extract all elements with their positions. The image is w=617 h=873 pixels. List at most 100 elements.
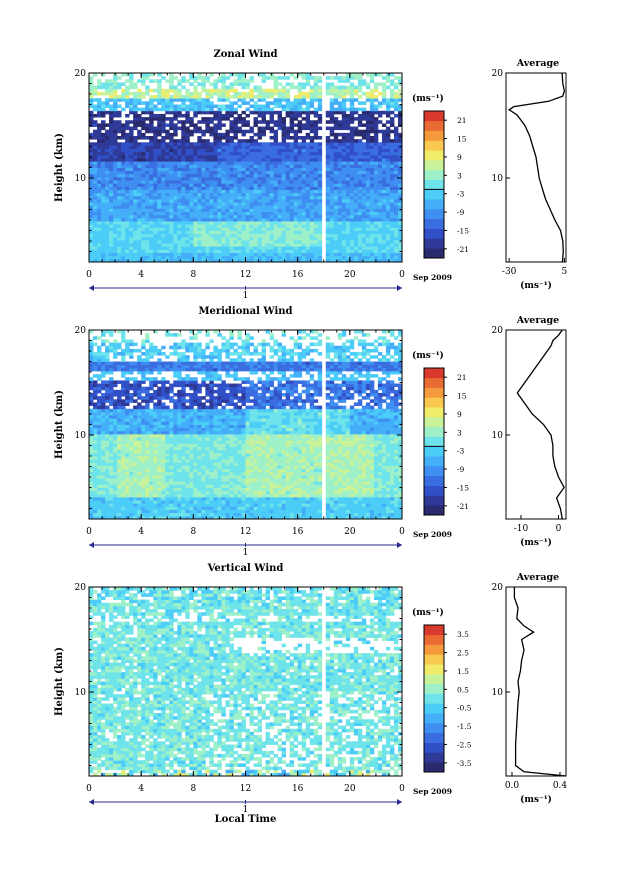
heatmap-cell (133, 211, 138, 216)
heatmap-cell (121, 88, 126, 93)
heatmap-cell (145, 167, 150, 172)
heatmap-cell (161, 205, 166, 209)
heatmap-cell (169, 506, 174, 510)
heatmap-cell (209, 107, 214, 112)
heatmap-cell (153, 145, 158, 149)
heatmap-cell (185, 145, 190, 149)
heatmap-cell (337, 170, 343, 175)
heatmap-cell (393, 148, 399, 153)
heatmap-cell (141, 123, 146, 127)
heatmap-cell (237, 243, 242, 247)
heatmap-cell (385, 246, 391, 250)
heatmap-cell (197, 243, 202, 247)
heatmap-cell (181, 183, 186, 187)
heatmap-cell (313, 132, 319, 137)
heatmap-cell (293, 176, 299, 181)
heatmap-cell (317, 136, 323, 140)
heatmap-cell (161, 139, 166, 143)
heatmap-cell (345, 239, 351, 244)
heatmap-cell (109, 164, 114, 168)
heatmap-cell (169, 95, 174, 99)
heatmap-cell (209, 73, 214, 77)
heatmap-cell (229, 139, 234, 143)
heatmap-cell (253, 249, 258, 253)
heatmap-cell (385, 170, 391, 175)
heatmap-cell (277, 243, 283, 247)
heatmap-cell (93, 512, 98, 517)
heatmap-cell (225, 252, 230, 257)
heatmap-cell (173, 195, 178, 200)
heatmap-cell (397, 173, 403, 178)
heatmap-cell (365, 202, 371, 206)
heatmap-cell (353, 217, 359, 222)
heatmap-cell (329, 202, 335, 206)
heatmap-cell (305, 148, 311, 153)
heatmap-cell (221, 180, 226, 184)
heatmap-cell (245, 217, 250, 222)
heatmap-cell (361, 164, 367, 168)
heatmap-cell (277, 145, 283, 149)
heatmap-cell (277, 224, 283, 228)
heatmap-cell (129, 167, 134, 172)
heatmap-cell (265, 246, 270, 250)
heatmap-cell (369, 205, 375, 209)
heatmap-cell (205, 243, 210, 247)
heatmap-cell (177, 91, 182, 96)
heatmap-cell (329, 98, 335, 102)
heatmap-cell (357, 236, 363, 241)
heatmap-cell (349, 136, 355, 140)
heatmap-cell (137, 493, 142, 498)
heatmap-cell (293, 139, 299, 143)
heatmap-cell (89, 142, 94, 146)
heatmap-cell (313, 154, 319, 159)
heatmap-cell (341, 98, 347, 102)
heatmap-cell (393, 186, 399, 190)
heatmap-cell (105, 246, 110, 250)
heatmap-cell (241, 161, 246, 165)
heatmap-cell (93, 258, 98, 263)
heatmap-cell (105, 236, 110, 241)
heatmap-cell (381, 243, 387, 247)
heatmap-cell (265, 202, 270, 206)
heatmap-cell (281, 95, 287, 99)
heatmap-cell (349, 503, 355, 507)
heatmap-cell (149, 239, 154, 244)
heatmap-cell (337, 243, 343, 247)
heatmap-cell (393, 512, 399, 517)
heatmap-cell (161, 142, 166, 146)
heatmap-cell (333, 123, 339, 127)
heatmap-cell (265, 217, 270, 222)
heatmap-cell (229, 192, 234, 197)
heatmap-cell (225, 139, 230, 143)
heatmap-cell (297, 258, 303, 263)
heatmap-cell (193, 500, 198, 504)
heatmap-cell (97, 85, 102, 90)
heatmap-cell (149, 73, 154, 77)
heatmap-cell (277, 95, 283, 99)
heatmap-cell (389, 164, 395, 168)
heatmap-cell (217, 161, 222, 165)
heatmap-cell (245, 107, 250, 112)
heatmap-cell (309, 189, 315, 194)
heatmap-cell (377, 506, 383, 510)
heatmap-cell (269, 509, 274, 514)
heatmap-cell (117, 493, 122, 498)
heatmap-cell (313, 189, 319, 194)
heatmap-cell (277, 104, 283, 109)
heatmap-cell (237, 170, 242, 175)
heatmap-cell (101, 214, 106, 219)
heatmap-cell (185, 192, 190, 197)
heatmap-cell (109, 79, 114, 83)
heatmap-cell (281, 506, 287, 510)
heatmap-cell (241, 176, 246, 181)
heatmap-cell (161, 104, 166, 109)
heatmap-cell (213, 173, 218, 178)
heatmap-cell (369, 117, 375, 121)
heatmap-cell (213, 211, 218, 216)
heatmap-cell (345, 173, 351, 178)
heatmap-cell (201, 132, 206, 137)
heatmap-cell (377, 104, 383, 109)
heatmap-cell (257, 199, 262, 203)
heatmap-cell (281, 85, 287, 90)
heatmap-cell (157, 148, 162, 153)
